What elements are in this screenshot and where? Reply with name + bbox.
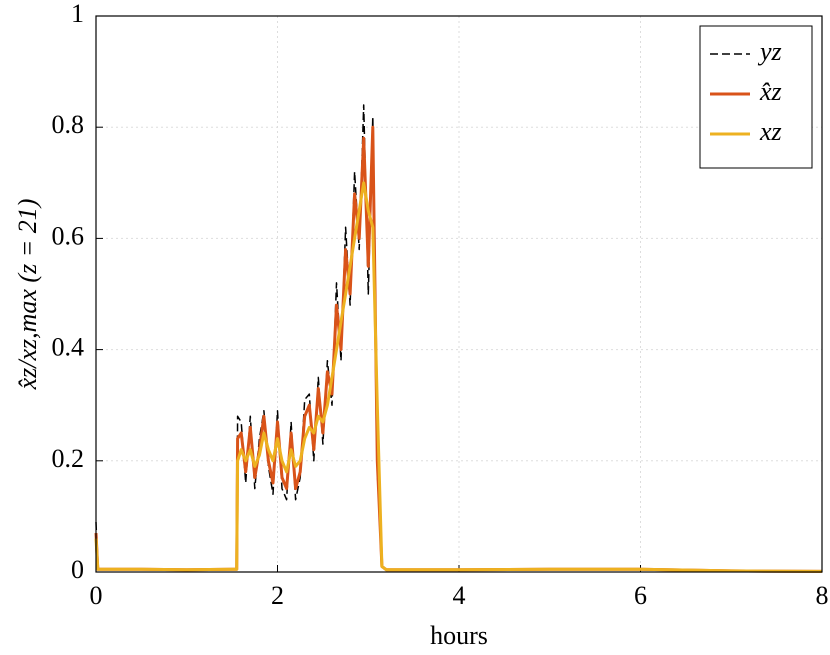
x-tick-label: 0 [90, 581, 103, 610]
y-tick-label: 0.6 [52, 221, 85, 250]
series-line [94, 125, 823, 573]
y-tick-label: 1 [71, 0, 84, 28]
x-tick-label: 8 [816, 581, 829, 610]
legend-label: x̂z [759, 77, 782, 106]
y-tick-label: 0.8 [52, 110, 85, 139]
x-tick-label: 4 [453, 581, 466, 610]
x-tick-label: 2 [271, 581, 284, 610]
legend-box [699, 25, 813, 169]
legend-label: xz [759, 117, 782, 146]
legend: yz x̂z xz [699, 25, 813, 169]
y-axis-label: x̂z/xz,max (z = 21) [13, 199, 42, 391]
x-axis-label: hours [430, 621, 488, 650]
y-tick-label: 0 [71, 555, 84, 584]
series-line [94, 181, 823, 573]
y-tick-label: 0.2 [52, 444, 85, 473]
x-tick-label: 6 [634, 581, 647, 610]
y-tick-label: 0.4 [52, 333, 85, 362]
plot-frame [95, 15, 823, 573]
legend-label: yz [757, 37, 782, 66]
